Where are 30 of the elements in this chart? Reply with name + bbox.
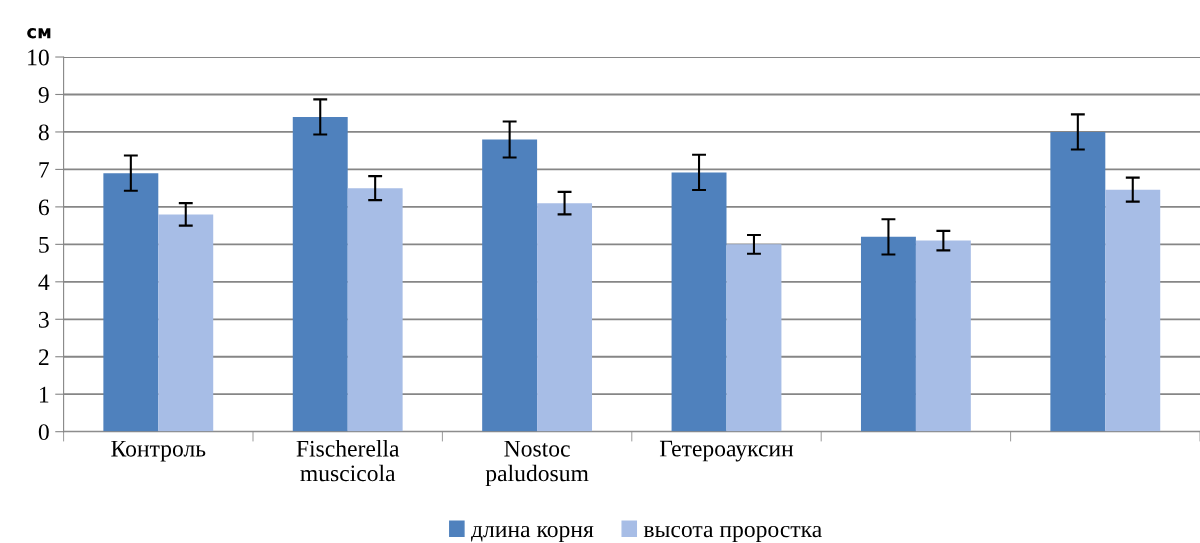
bar [347,188,403,432]
x-tick-label: Контроль [111,440,206,462]
bar [537,203,593,432]
x-tick-label: Nostoc paludosum [485,440,589,487]
bar [726,244,782,432]
y-tick-label: 2 [38,349,49,365]
y-tick-label: 9 [38,87,49,103]
y-tick-label: 3 [39,311,49,328]
bar [292,116,348,432]
y-tick-label: 1 [39,386,49,403]
y-tick-label: 8 [38,124,49,141]
bar [860,236,916,432]
y-tick-label: 7 [39,162,50,178]
y-tick-label: 6 [38,199,50,216]
y-tick-label: 0 [38,424,49,441]
x-tick-label: Гетероауксин [659,440,794,462]
bar [1050,131,1106,432]
y-axis-title: см [27,28,51,39]
bar [1105,189,1161,432]
bar [915,240,971,432]
y-tick-label: 4 [38,274,50,291]
legend-label: длина корня [471,525,594,543]
bar [103,173,159,432]
bar [671,172,727,432]
legend-label: высота проростка [643,525,822,543]
x-tick-label: Fischerella muscicola [296,440,400,482]
bar [158,214,214,432]
bar [482,139,538,432]
y-tick-label: 5 [39,237,49,253]
y-tick-label: 10 [28,49,49,66]
